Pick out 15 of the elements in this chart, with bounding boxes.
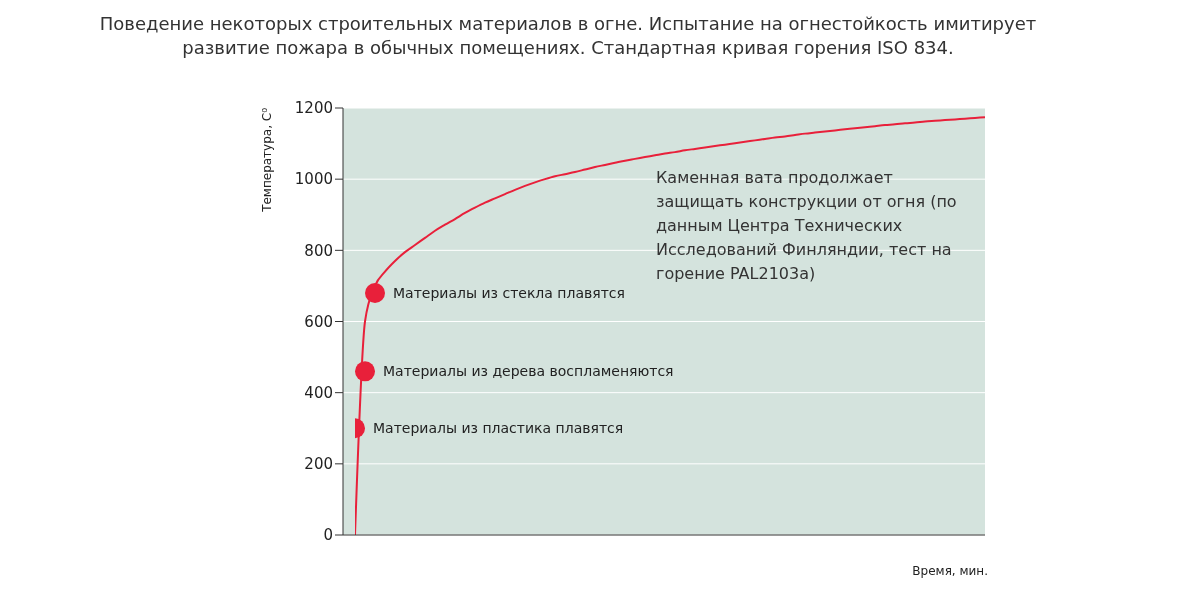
line-series xyxy=(355,116,985,535)
y-tick-label: 800 xyxy=(304,241,333,260)
y-tick-label: 400 xyxy=(304,383,333,402)
chart-title: Поведение некоторых строительных материалов в огне. Испытание на огнестойкость имитирует развитие пожара в обычных помещениях. Стандартная кривая горения ISO 834. xyxy=(98,12,1038,60)
data-label: Материалы из дерева воспламеняются xyxy=(383,363,674,380)
y-tick-label: 1000 xyxy=(294,170,333,189)
y-tick-label: 600 xyxy=(304,312,333,331)
y-tick-label: 200 xyxy=(304,455,333,474)
y-tick-label: 0 xyxy=(323,526,333,545)
data-label: Материалы из стекла плавятся xyxy=(393,285,625,302)
y-tick-label: 1200 xyxy=(294,99,333,118)
y-axis-title: Температура, С⁰ xyxy=(260,108,274,212)
data-label: Материалы из пластика плавятся xyxy=(373,420,624,437)
annotation: Каменная вата продолжает защищать конструкции от огня (по данным Центра Технических Исследований Финляндии, тест на горение PAL2103a) xyxy=(656,167,958,285)
x-axis-title: Время, мин. xyxy=(911,564,988,578)
